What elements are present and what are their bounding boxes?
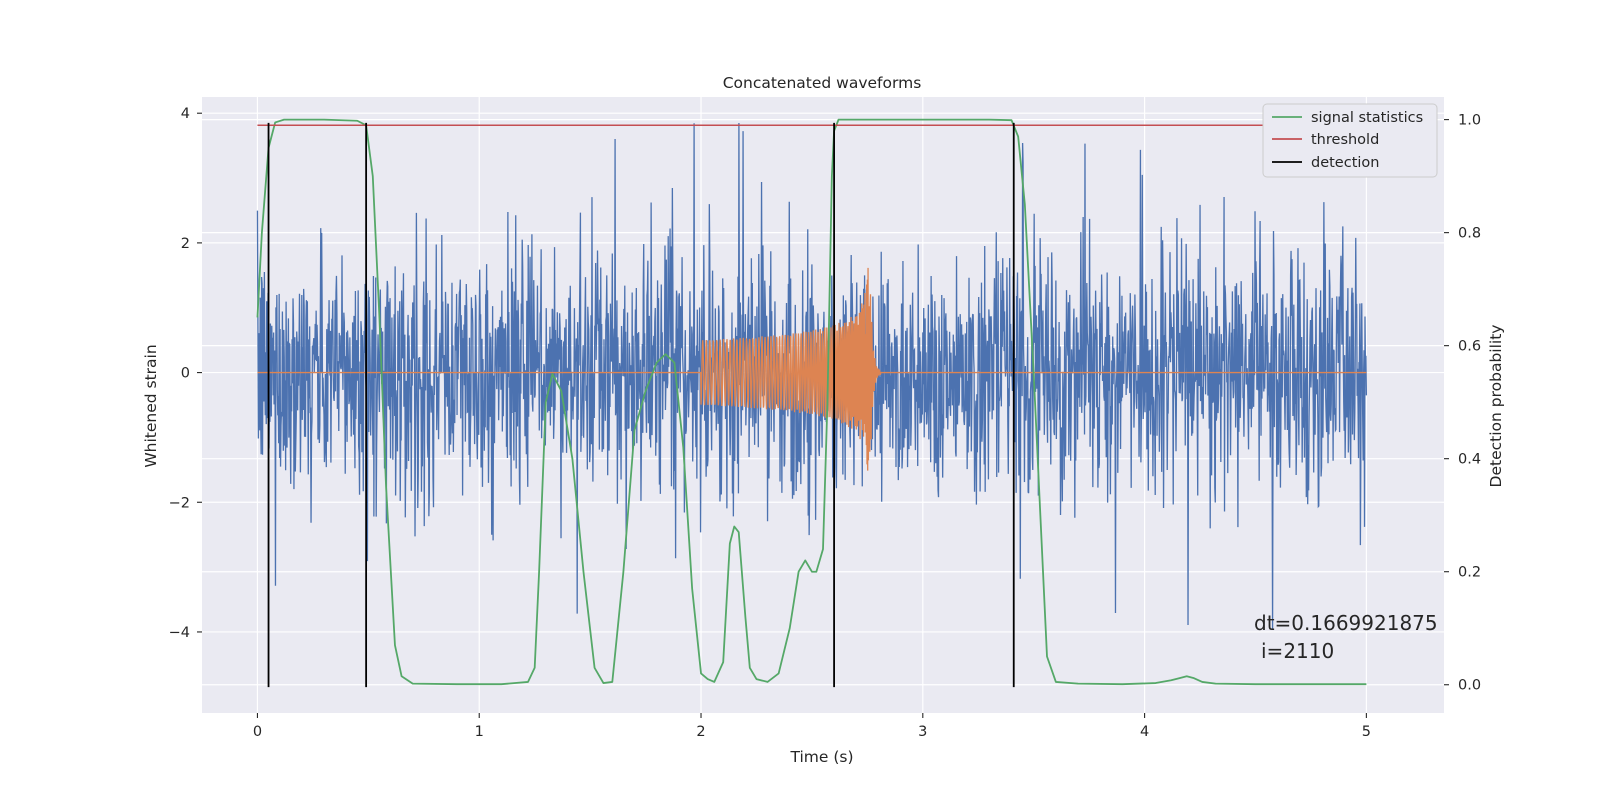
whitened-strain-series [256, 122, 1368, 629]
template-waveform-line [257, 267, 1367, 471]
y2-tick-label: 0.0 [1458, 678, 1481, 694]
legend-label-detection: detection [1311, 155, 1379, 171]
chart-title: Concatenated waveforms [723, 74, 922, 92]
legend-label-signal-statistics: signal statistics [1311, 110, 1423, 126]
y2-tick-label: 0.6 [1458, 339, 1481, 355]
x-tick-label: 0 [253, 724, 262, 740]
y2-tick-label: 0.2 [1458, 565, 1481, 581]
x-tick-label: 2 [696, 724, 705, 740]
template-waveform-series [257, 267, 1367, 471]
legend: signal statistics threshold detection [1262, 103, 1438, 178]
annotation-dt: dt=0.1669921875 [1254, 611, 1438, 635]
y-tick-label: −4 [169, 625, 190, 641]
annotation-index: i=2110 [1261, 639, 1334, 663]
signal-statistics-series [256, 118, 1367, 686]
axes: 0 1 2 3 4 5 4 2 0 −2 −4 1.0 0.8 0.6 0.4 0.2 0.0 [169, 106, 1481, 740]
detection-series [267, 122, 1015, 688]
y2-axis-label: Detection probability [1487, 325, 1505, 488]
y-tick-label: 2 [181, 236, 190, 252]
x-tick-label: 5 [1362, 724, 1371, 740]
y2-tick-label: 1.0 [1458, 113, 1481, 129]
y-axis-label: Whitened strain [142, 344, 160, 467]
x-tick-label: 4 [1140, 724, 1149, 740]
y-tick-label: −2 [169, 495, 190, 511]
x-axis-label: Time (s) [789, 748, 853, 766]
x-tick-label: 3 [918, 724, 927, 740]
y-tick-label: 4 [181, 106, 190, 122]
y2-tick-label: 0.4 [1458, 452, 1481, 468]
y2-tick-label: 0.8 [1458, 226, 1481, 242]
legend-label-threshold: threshold [1311, 132, 1379, 148]
signal-statistics-line [256, 118, 1367, 686]
y-tick-label: 0 [181, 366, 190, 382]
x-tick-label: 1 [475, 724, 484, 740]
whitened-strain-line [256, 122, 1368, 629]
legend-box [1262, 103, 1438, 178]
